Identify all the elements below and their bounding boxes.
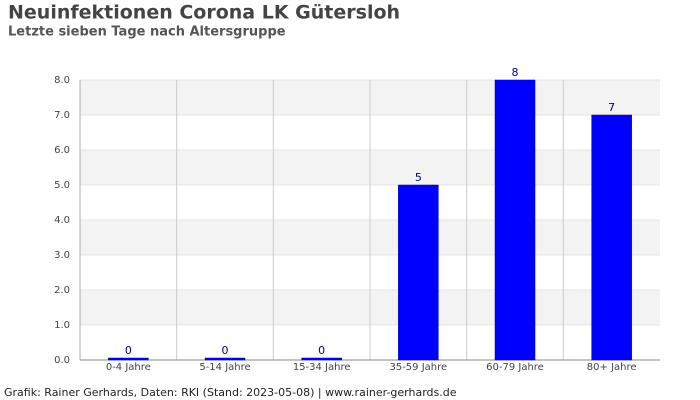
x-tick-label: 35-59 Jahre (389, 362, 447, 373)
bar (494, 79, 536, 361)
bar (108, 357, 149, 361)
x-tick-label: 60-79 Jahre (486, 362, 544, 373)
chart-title: Neuinfektionen Corona LK Gütersloh (8, 2, 400, 24)
x-tick-label: 5-14 Jahre (199, 362, 250, 373)
data-label: 0 (125, 344, 132, 357)
bar (301, 357, 342, 361)
x-tick-label: 15-34 Jahre (293, 362, 351, 373)
y-tick-label: 0.0 (54, 355, 70, 366)
y-tick-label: 6.0 (54, 145, 70, 156)
caption: Grafik: Rainer Gerhards, Daten: RKI (Sta… (4, 386, 457, 399)
y-tick-label: 1.0 (54, 320, 70, 331)
y-tick-label: 7.0 (54, 110, 70, 121)
x-tick-label: 0-4 Jahre (106, 362, 151, 373)
data-label: 7 (608, 101, 615, 114)
data-label: 0 (318, 344, 325, 357)
bar (204, 357, 246, 361)
y-tick-label: 4.0 (54, 215, 70, 226)
bar (398, 184, 439, 361)
y-tick-label: 2.0 (54, 285, 70, 296)
x-tick-label: 80+ Jahre (587, 362, 637, 373)
y-tick-label: 8.0 (54, 75, 70, 86)
bar (591, 114, 632, 361)
y-tick-label: 3.0 (54, 250, 70, 261)
data-label: 0 (222, 344, 229, 357)
data-label: 8 (512, 66, 519, 79)
data-label: 5 (415, 171, 422, 184)
chart-subtitle: Letzte sieben Tage nach Altersgruppe (8, 25, 286, 40)
y-tick-label: 5.0 (54, 180, 70, 191)
